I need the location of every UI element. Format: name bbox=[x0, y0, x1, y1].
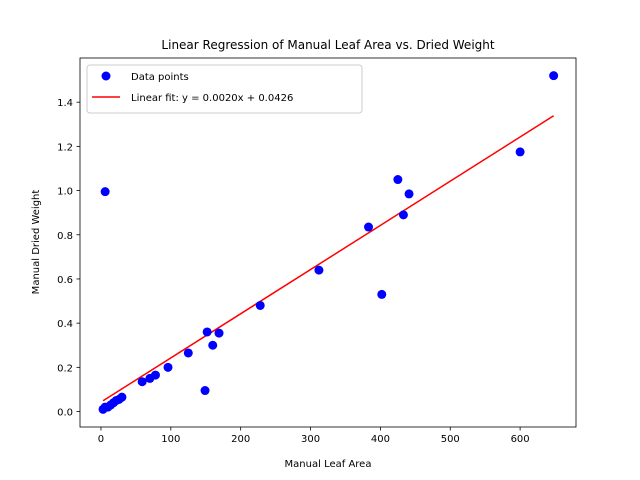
y-tick-label: 0.2 bbox=[57, 363, 73, 374]
y-tick-label: 0.4 bbox=[57, 319, 73, 330]
y-tick-label: 0.8 bbox=[57, 231, 73, 242]
data-point bbox=[364, 222, 374, 232]
data-point bbox=[398, 210, 408, 220]
x-tick-label: 200 bbox=[231, 434, 250, 445]
data-point bbox=[200, 386, 210, 396]
x-tick-label: 600 bbox=[511, 434, 530, 445]
data-point bbox=[314, 265, 324, 275]
x-tick-label: 500 bbox=[441, 434, 460, 445]
data-point bbox=[137, 377, 147, 387]
y-tick-label: 0.6 bbox=[57, 275, 73, 286]
data-point bbox=[549, 71, 559, 81]
plot-area bbox=[79, 57, 577, 428]
axes-background bbox=[80, 58, 576, 427]
data-point bbox=[404, 189, 414, 199]
legend-marker-data-points bbox=[101, 71, 111, 81]
data-point bbox=[117, 392, 127, 402]
x-axis-ticks: 0 100 200 300 400 500 600 bbox=[98, 427, 530, 445]
data-point bbox=[515, 147, 525, 157]
legend: Data points Linear fit: y = 0.0020x + 0.… bbox=[86, 64, 363, 114]
data-point bbox=[214, 328, 224, 338]
legend-label-data-points: Data points bbox=[131, 72, 189, 83]
y-tick-label: 1.2 bbox=[57, 142, 73, 153]
data-point bbox=[202, 327, 212, 337]
x-axis-label: Manual Leaf Area bbox=[285, 459, 372, 470]
data-point bbox=[377, 289, 387, 299]
data-point bbox=[393, 175, 403, 185]
x-tick-label: 300 bbox=[301, 434, 320, 445]
legend-label-linear-fit: Linear fit: y = 0.0020x + 0.0426 bbox=[131, 93, 293, 104]
x-tick-label: 0 bbox=[98, 434, 104, 445]
x-tick-label: 400 bbox=[371, 434, 390, 445]
y-tick-label: 0.0 bbox=[57, 408, 73, 419]
data-point bbox=[208, 340, 218, 350]
x-tick-label: 100 bbox=[161, 434, 180, 445]
data-point bbox=[255, 300, 265, 310]
axes-frame bbox=[79, 57, 577, 428]
y-tick-label: 1.0 bbox=[57, 187, 73, 198]
fit-line-layer bbox=[102, 115, 555, 402]
y-axis-ticks: 0.0 0.2 0.4 0.6 0.8 1.0 1.2 1.4 bbox=[57, 98, 80, 419]
y-tick-label: 1.4 bbox=[57, 98, 73, 109]
data-point bbox=[100, 187, 110, 197]
legend-frame bbox=[86, 64, 363, 114]
chart-title: Linear Regression of Manual Leaf Area vs… bbox=[161, 38, 494, 52]
data-point bbox=[150, 370, 160, 380]
linear-fit-line bbox=[102, 115, 555, 402]
y-axis-label: Manual Dried Weight bbox=[31, 190, 42, 295]
scatter-points-layer bbox=[98, 71, 559, 414]
data-point bbox=[183, 348, 193, 358]
data-point bbox=[163, 362, 173, 372]
